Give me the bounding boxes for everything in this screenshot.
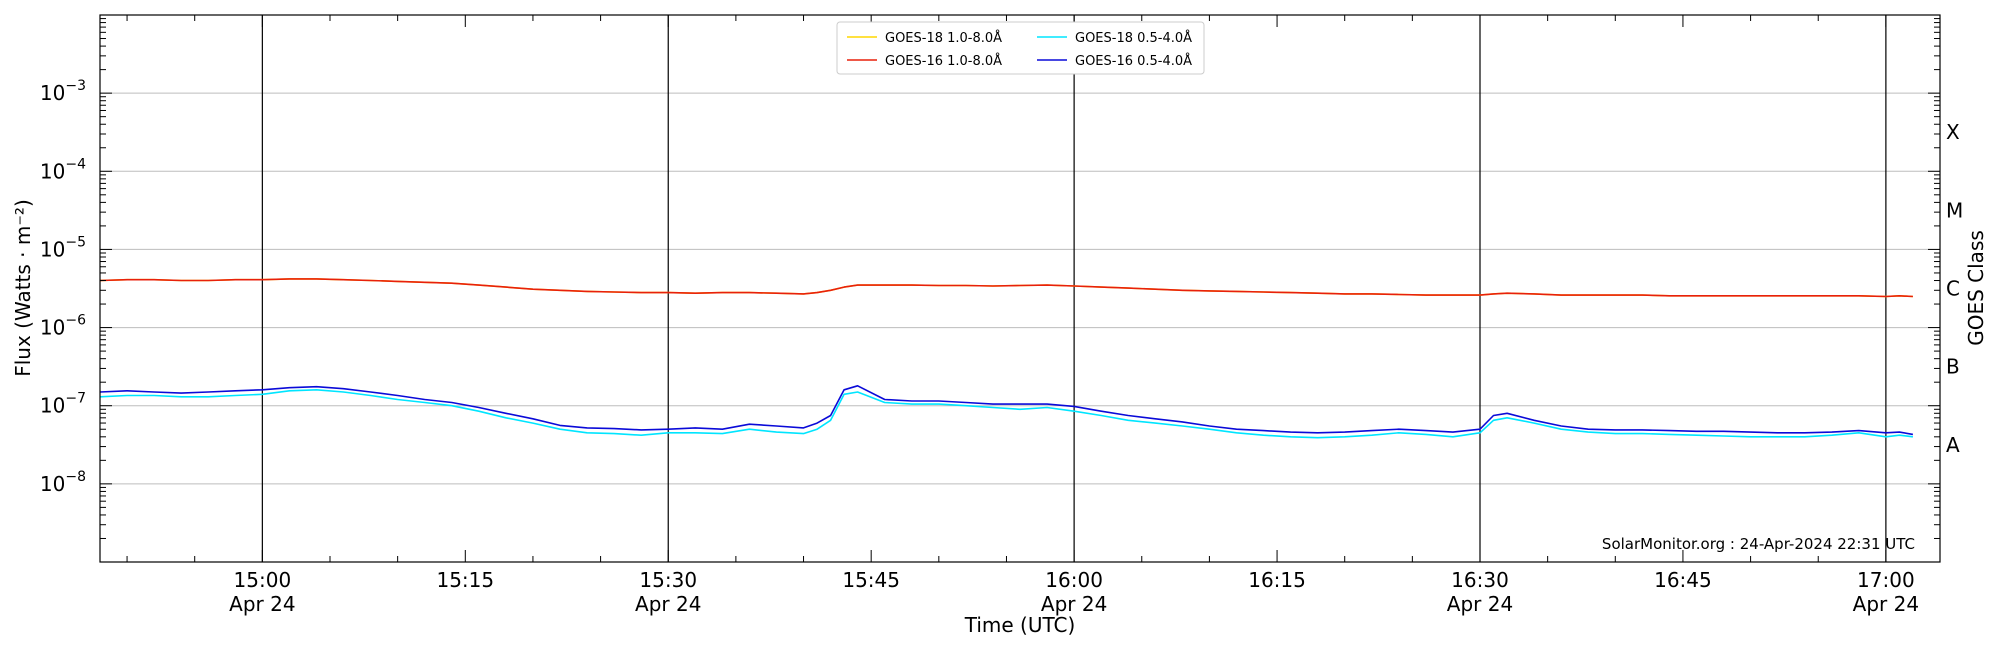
- x-tick-time-4: 16:00: [1045, 568, 1103, 592]
- x-tick-time-3: 15:45: [842, 568, 900, 592]
- legend-label-2: GOES-18 0.5-4.0Å: [1075, 30, 1192, 46]
- series-line-2: [99, 388, 1913, 439]
- x-tick-time-0: 15:00: [234, 568, 292, 592]
- x-axis-title: Time (UTC): [964, 613, 1076, 637]
- y-tick-base: 10: [40, 394, 65, 418]
- x-tick-date-4: Apr 24: [1041, 592, 1107, 616]
- y-tick-exponent: −6: [65, 313, 86, 329]
- legend-box: [836, 21, 1205, 75]
- x-tick-date-8: Apr 24: [1853, 592, 1919, 616]
- y-tick-base: 10: [40, 472, 65, 496]
- legend-label-3: GOES-16 0.5-4.0Å: [1075, 53, 1192, 69]
- x-tick-date-2: Apr 24: [635, 592, 701, 616]
- legend: GOES-18 1.0-8.0Å GOES-16 1.0-8.0Å GOES-18 …: [836, 21, 1205, 75]
- goes-class-c: C: [1946, 277, 1960, 301]
- flux-series: [99, 278, 1914, 439]
- y-tick-exponent: −8: [65, 469, 86, 485]
- x-tick-time-2: 15:30: [639, 568, 697, 592]
- y-tick-label-3: 10−5: [40, 234, 86, 261]
- x-tick-time-5: 16:15: [1248, 568, 1306, 592]
- x-tick-date-0: Apr 24: [229, 592, 295, 616]
- legend-label-1: GOES-16 1.0-8.0Å: [885, 53, 1002, 69]
- axis-ticks: [100, 15, 1940, 563]
- series-line-1: [99, 278, 1913, 298]
- y-tick-label-1: 10−7: [40, 391, 86, 418]
- plot-frame: [99, 14, 1941, 563]
- series-line-3: [99, 384, 1914, 436]
- y-tick-label-0: 10−8: [40, 469, 86, 496]
- y-tick-base: 10: [40, 316, 65, 340]
- goes-class-labels: A B C M X: [1946, 120, 1963, 457]
- goes-class-x: X: [1946, 120, 1960, 144]
- goes-class-m: M: [1946, 198, 1963, 222]
- y-tick-label-5: 10−3: [40, 78, 86, 105]
- y-axis-title: Flux (Watts · m⁻²): [11, 199, 35, 377]
- y-tick-base: 10: [40, 237, 65, 261]
- goes-class-b: B: [1946, 355, 1960, 379]
- x-tick-time-8: 17:00: [1857, 568, 1915, 592]
- y-tick-exponent: −4: [65, 156, 86, 172]
- x-tick-time-6: 16:30: [1451, 568, 1509, 592]
- y-tick-label-4: 10−4: [40, 156, 86, 183]
- day-vertical-lines: [261, 15, 1887, 562]
- x-tick-time-1: 15:15: [436, 568, 494, 592]
- x-tick-date-6: Apr 24: [1447, 592, 1513, 616]
- y-tick-exponent: −3: [65, 78, 86, 94]
- y-tick-base: 10: [40, 81, 65, 105]
- right-axis-title: GOES Class: [1964, 230, 1988, 346]
- goes-class-a: A: [1946, 433, 1960, 457]
- y-tick-exponent: −5: [65, 234, 86, 250]
- horizontal-gridlines: [100, 92, 1940, 485]
- y-tick-base: 10: [40, 159, 65, 183]
- y-tick-exponent: −7: [65, 391, 86, 407]
- credit-text: SolarMonitor.org : 24-Apr-2024 22:31 UTC: [1602, 535, 1915, 553]
- y-tick-labels: 10−810−710−610−510−410−3: [40, 78, 86, 496]
- x-tick-time-7: 16:45: [1654, 568, 1712, 592]
- legend-label-0: GOES-18 1.0-8.0Å: [885, 30, 1002, 46]
- y-axis-title-text: Flux (Watts · m⁻²): [11, 199, 35, 377]
- y-tick-label-2: 10−6: [40, 313, 86, 340]
